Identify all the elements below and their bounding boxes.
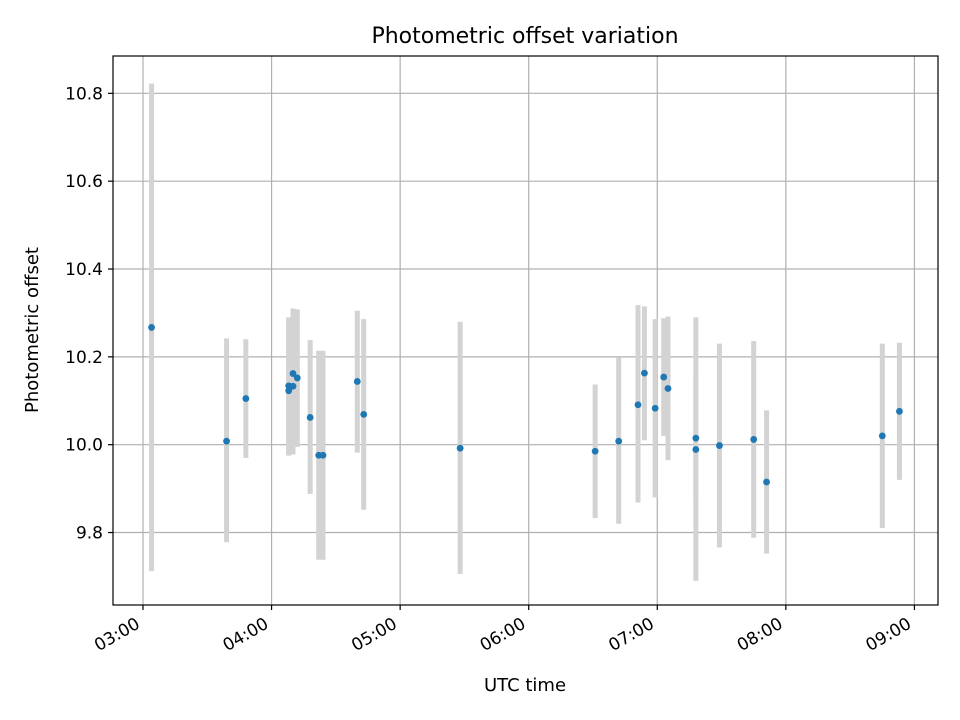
data-point xyxy=(289,382,297,390)
data-points xyxy=(148,324,903,486)
data-point xyxy=(591,447,599,455)
y-tick-label: 10.6 xyxy=(65,172,103,192)
y-axis-ticks: 9.8 10.0 10.2 10.4 10.6 10.8 xyxy=(65,84,113,544)
y-axis-label: Photometric offset xyxy=(22,247,43,413)
plot-frame xyxy=(112,55,939,606)
data-point xyxy=(285,387,293,395)
data-point xyxy=(615,437,623,445)
data-point xyxy=(716,442,723,449)
data-point xyxy=(148,324,155,331)
y-tick-label: 10.0 xyxy=(65,436,103,456)
data-point xyxy=(223,437,230,445)
data-point xyxy=(878,432,886,440)
y-tick-label: 10.2 xyxy=(65,348,103,368)
data-point xyxy=(660,373,668,381)
data-point xyxy=(353,378,361,385)
y-tick-label: 9.8 xyxy=(76,524,103,544)
data-point xyxy=(456,444,464,452)
y-tick-label: 10.8 xyxy=(65,84,103,104)
data-point xyxy=(293,374,301,382)
data-point xyxy=(641,369,648,377)
y-tick-label: 10.4 xyxy=(65,260,103,280)
chart-title: Photometric offset variation xyxy=(371,24,678,49)
data-point xyxy=(242,395,250,402)
data-point xyxy=(319,451,327,459)
data-point xyxy=(360,410,368,418)
data-point xyxy=(634,401,642,409)
data-point xyxy=(651,404,659,412)
data-point xyxy=(306,414,314,421)
data-point xyxy=(692,434,700,442)
data-point xyxy=(692,446,700,453)
data-point xyxy=(896,407,903,415)
data-point xyxy=(664,385,672,392)
data-point xyxy=(750,436,758,443)
x-axis-label: UTC time xyxy=(484,675,566,696)
data-point xyxy=(763,478,770,486)
data-point xyxy=(289,370,297,377)
